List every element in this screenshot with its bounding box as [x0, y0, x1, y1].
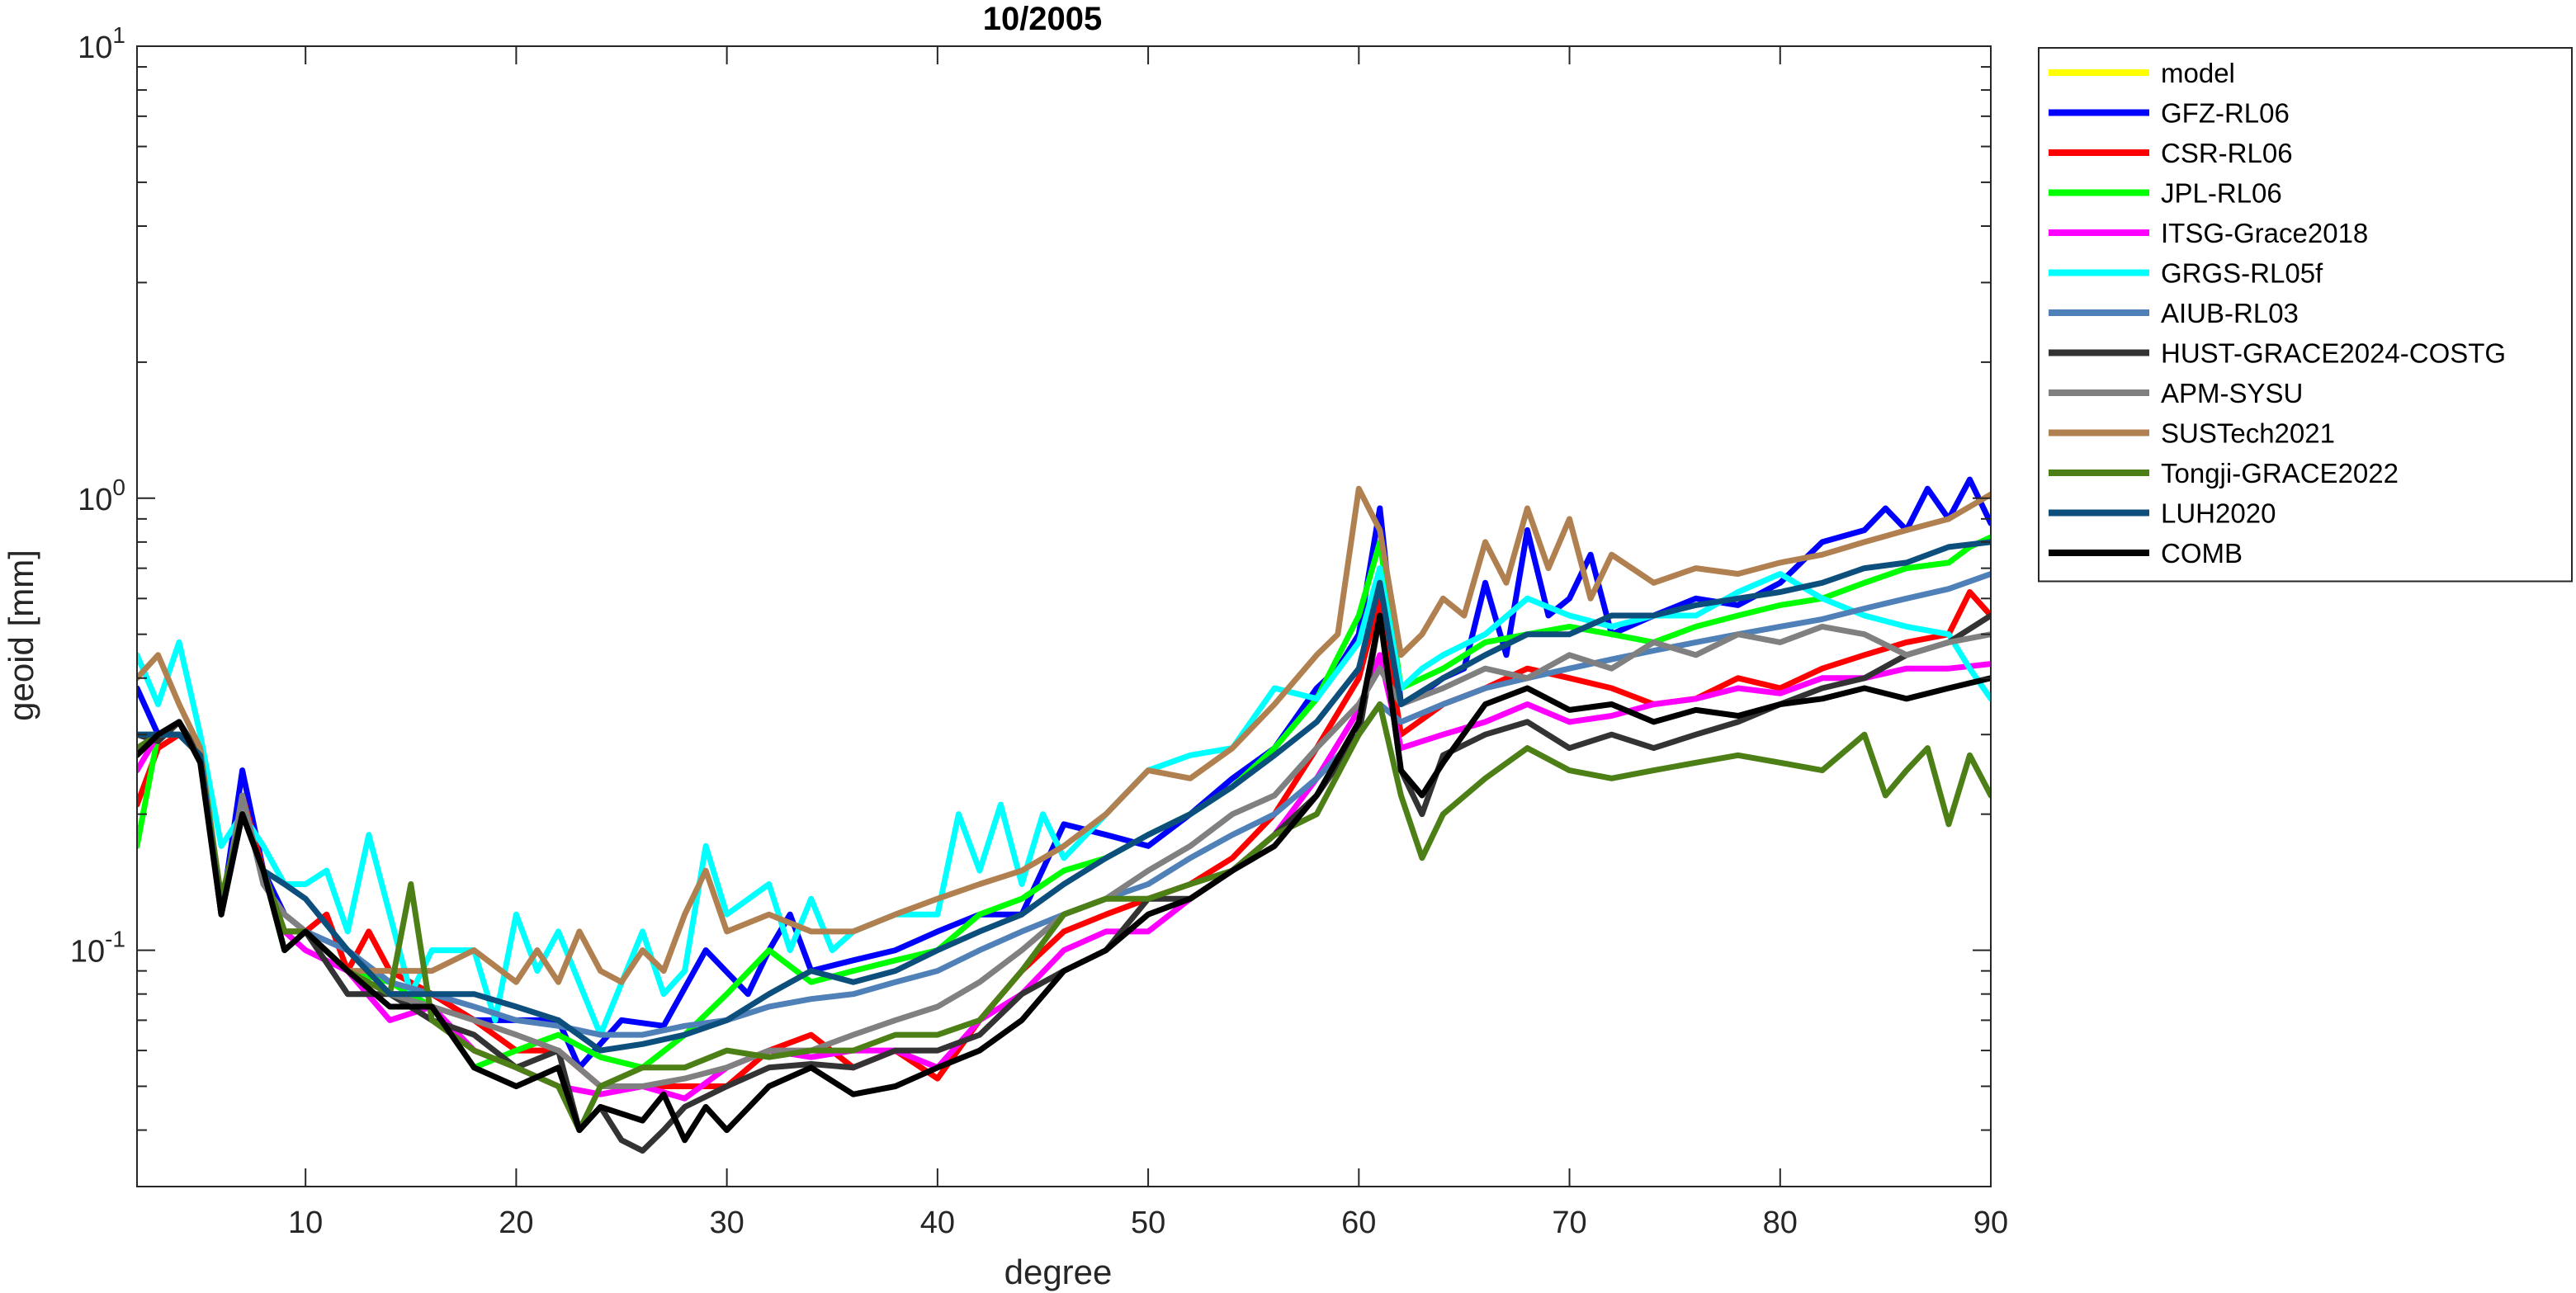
x-tick-label: 90 [1973, 1206, 2008, 1240]
x-tick-label: 50 [1131, 1206, 1165, 1240]
legend: model GFZ-RL06 CSR-RL06 JPL-RL06 ITSG-Grace2… [2038, 47, 2573, 583]
x-axis-label: degree [1004, 1253, 1113, 1291]
y-tick-label: 10-1 [70, 927, 125, 970]
x-tick-label: 30 [709, 1206, 744, 1240]
legend-label: ITSG-Grace2018 [2161, 218, 2368, 248]
x-axis: 10 20 30 40 50 60 70 80 90 [288, 46, 2008, 1240]
legend-label: LUH2020 [2161, 498, 2276, 529]
legend-label: AIUB-RL03 [2161, 298, 2299, 328]
x-tick-label: 60 [1341, 1206, 1376, 1240]
legend-label: model [2161, 58, 2235, 88]
series-layer [137, 476, 1991, 1154]
legend-label: CSR-RL06 [2161, 138, 2293, 168]
y-axis: 10-1 100 101 [70, 22, 1991, 1187]
series-line-sustech2021 [137, 485, 1991, 985]
legend-label: Tongji-GRACE2022 [2161, 458, 2399, 488]
y-tick-label: 100 [78, 474, 125, 517]
x-tick-label: 70 [1552, 1206, 1586, 1240]
legend-label: APM-SYSU [2161, 378, 2303, 408]
plot-frame [136, 45, 1992, 1187]
x-tick-label: 40 [920, 1206, 955, 1240]
legend-label: JPL-RL06 [2161, 178, 2282, 209]
legend-label: SUSTech2021 [2161, 418, 2335, 449]
legend-label: GFZ-RL06 [2161, 98, 2290, 129]
legend-label: HUST-GRACE2024-COSTG [2161, 338, 2506, 369]
series-line-comb [137, 612, 1991, 1144]
chart-title: 10/2005 [983, 1, 1103, 37]
x-tick-label: 10 [288, 1206, 323, 1240]
series-line-hust-grace2024-costg [137, 612, 1991, 1154]
x-tick-label: 20 [499, 1206, 533, 1240]
legend-label: COMB [2161, 538, 2243, 569]
series-line-luh2020 [137, 539, 1991, 1054]
legend-label: GRGS-RL05f [2161, 258, 2323, 289]
series-line-itsg-grace2018 [137, 652, 1991, 1102]
y-tick-label: 101 [78, 22, 125, 65]
x-tick-label: 80 [1763, 1206, 1798, 1240]
series-line-grgs-rl05f [137, 565, 1991, 1038]
y-axis-label: geoid [mm] [2, 550, 40, 721]
